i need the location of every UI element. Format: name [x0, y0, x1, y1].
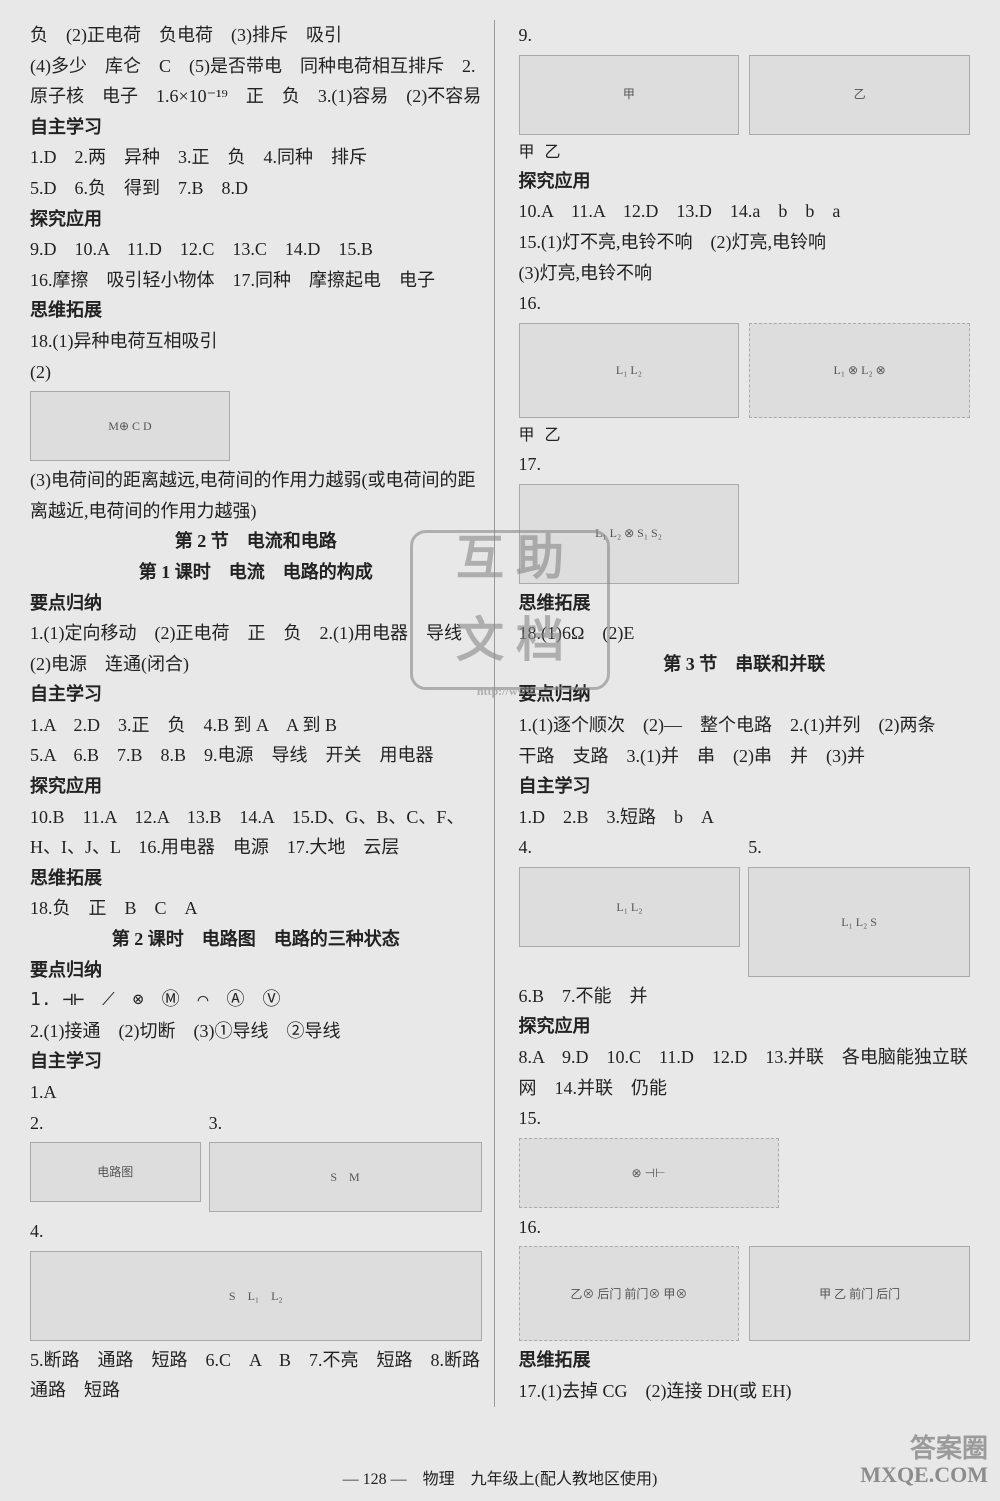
- text-line: 16.摩擦 吸引轻小物体 17.同种 摩擦起电 电子: [30, 265, 482, 296]
- heading-zizhu: 自主学习: [30, 679, 482, 710]
- text-line: 1.D 2.B 3.短路 b A: [519, 802, 971, 833]
- text-line: 1.D 2.两 异种 3.正 负 4.同种 排斥: [30, 142, 482, 173]
- item-label: 15.: [519, 1103, 971, 1134]
- item-label: 2.: [30, 1113, 44, 1133]
- item-label: 5.: [748, 837, 762, 857]
- diagram-16a: L₁ L₂: [519, 323, 740, 418]
- section-subtitle: 第 1 课时 电流 电路的构成: [30, 557, 482, 588]
- text-line: 10.A 11.A 12.D 13.D 14.a b b a: [519, 196, 971, 227]
- heading-zizhu: 自主学习: [519, 771, 971, 802]
- text-line: 18.负 正 B C A: [30, 893, 482, 924]
- text-line: 1.(1)定向移动 (2)正电荷 正 负 2.(1)用电器 导线 (2)电源 连…: [30, 618, 482, 679]
- diagram-17: L₁ L₂ ⊗ S₁ S₂: [519, 484, 739, 584]
- text-line: (4)多少 库仑 C (5)是否带电 同种电荷相互排斥 2.原子核 电子 1.6…: [30, 51, 482, 112]
- text-line: 18.(1)异种电荷互相吸引: [30, 326, 482, 357]
- item-label: 9.: [519, 20, 971, 51]
- diagram-r16a: 乙⊗ 后门 前门⊗ 甲⊗: [519, 1246, 740, 1341]
- page-footer: — 128 — 物理 九年级上(配人教地区使用): [0, 1466, 1000, 1493]
- text-line: 17.(1)去掉 CG (2)连接 DH(或 EH): [519, 1376, 971, 1407]
- heading-siwei: 思维拓展: [30, 295, 482, 326]
- heading-tanjiu: 探究应用: [519, 1011, 971, 1042]
- diagram-9a: 甲: [519, 55, 740, 135]
- item-label: 3.: [209, 1113, 223, 1133]
- brand-url: MXQE.COM: [860, 1456, 988, 1493]
- section-title: 第 3 节 串联和并联: [519, 649, 971, 680]
- diagram-circuit-3: S M: [209, 1142, 482, 1212]
- text-line: 5.断路 通路 短路 6.C A B 7.不亮 短路 8.断路 通路 短路: [30, 1345, 482, 1406]
- diagram-9b: 乙: [749, 55, 970, 135]
- text-line: 10.B 11.A 12.A 13.B 14.A 15.D、G、B、C、F、H、…: [30, 802, 482, 863]
- caption: 乙: [545, 422, 561, 449]
- heading-tanjiu: 探究应用: [30, 771, 482, 802]
- item-label: 16.: [519, 1212, 971, 1243]
- symbols-row: 1. ⊣⊢ ⟋ ⊗ Ⓜ ⌒ Ⓐ Ⓥ: [30, 985, 482, 1016]
- heading-zizhu: 自主学习: [30, 112, 482, 143]
- text-line: 1.A 2.D 3.正 负 4.B 到 A A 到 B: [30, 710, 482, 741]
- text-line: 9.D 10.A 11.D 12.C 13.C 14.D 15.B: [30, 234, 482, 265]
- text-line: 5.A 6.B 7.B 8.B 9.电源 导线 开关 用电器: [30, 740, 482, 771]
- text-line: 1.A: [30, 1077, 482, 1108]
- text-line: 8.A 9.D 10.C 11.D 12.D 13.并联 各电脑能独立联网 14…: [519, 1042, 971, 1103]
- text-line: 18.(1)6Ω (2)E: [519, 618, 971, 649]
- diagram-pendulum: M⊕ C D: [30, 391, 230, 461]
- text-line: (3)灯亮,电铃不响: [519, 258, 971, 289]
- diagram-r16b: 甲 乙 前门 后门: [749, 1246, 970, 1341]
- diagram-circuit-4: S L₁ L₂: [30, 1251, 482, 1341]
- diagram-circuit-2: 电路图: [30, 1142, 201, 1202]
- caption: 甲: [519, 422, 535, 449]
- item-label: 4.: [30, 1221, 44, 1241]
- item-label: 4.: [519, 837, 533, 857]
- section-title: 第 2 节 电流和电路: [30, 526, 482, 557]
- text-line: 6.B 7.不能 并: [519, 981, 971, 1012]
- item-label: 17.: [519, 449, 971, 480]
- text-line: (2): [30, 357, 482, 388]
- heading-tanjiu: 探究应用: [30, 204, 482, 235]
- caption: 甲: [519, 139, 535, 166]
- diagram-r5: L₁ L₂ S: [748, 867, 970, 977]
- heading-siwei: 思维拓展: [519, 1345, 971, 1376]
- diagram-r15: ⊗ ⊣⊢: [519, 1138, 779, 1208]
- text-line: 2.(1)接通 (2)切断 (3)①导线 ②导线: [30, 1016, 482, 1047]
- diagram-r4: L₁ L₂: [519, 867, 741, 947]
- heading-siwei: 思维拓展: [30, 863, 482, 894]
- text-line: 5.D 6.负 得到 7.B 8.D: [30, 173, 482, 204]
- heading-tanjiu: 探究应用: [519, 166, 971, 197]
- heading-yaodian: 要点归纳: [30, 955, 482, 986]
- heading-yaodian: 要点归纳: [519, 679, 971, 710]
- heading-yaodian: 要点归纳: [30, 588, 482, 619]
- section-subtitle: 第 2 课时 电路图 电路的三种状态: [30, 924, 482, 955]
- heading-zizhu: 自主学习: [30, 1046, 482, 1077]
- diagram-16b: L₁ ⊗ L₂ ⊗: [749, 323, 970, 418]
- item-label: 16.: [519, 288, 971, 319]
- caption: 乙: [545, 139, 561, 166]
- text-line: 1.(1)逐个顺次 (2)— 整个电路 2.(1)并列 (2)两条 干路 支路 …: [519, 710, 971, 771]
- heading-siwei: 思维拓展: [519, 588, 971, 619]
- text-line: 15.(1)灯不亮,电铃不响 (2)灯亮,电铃响: [519, 227, 971, 258]
- text-line: 负 (2)正电荷 负电荷 (3)排斥 吸引: [30, 20, 482, 51]
- text-line: (3)电荷间的距离越远,电荷间的作用力越弱(或电荷间的距离越近,电荷间的作用力越…: [30, 465, 482, 526]
